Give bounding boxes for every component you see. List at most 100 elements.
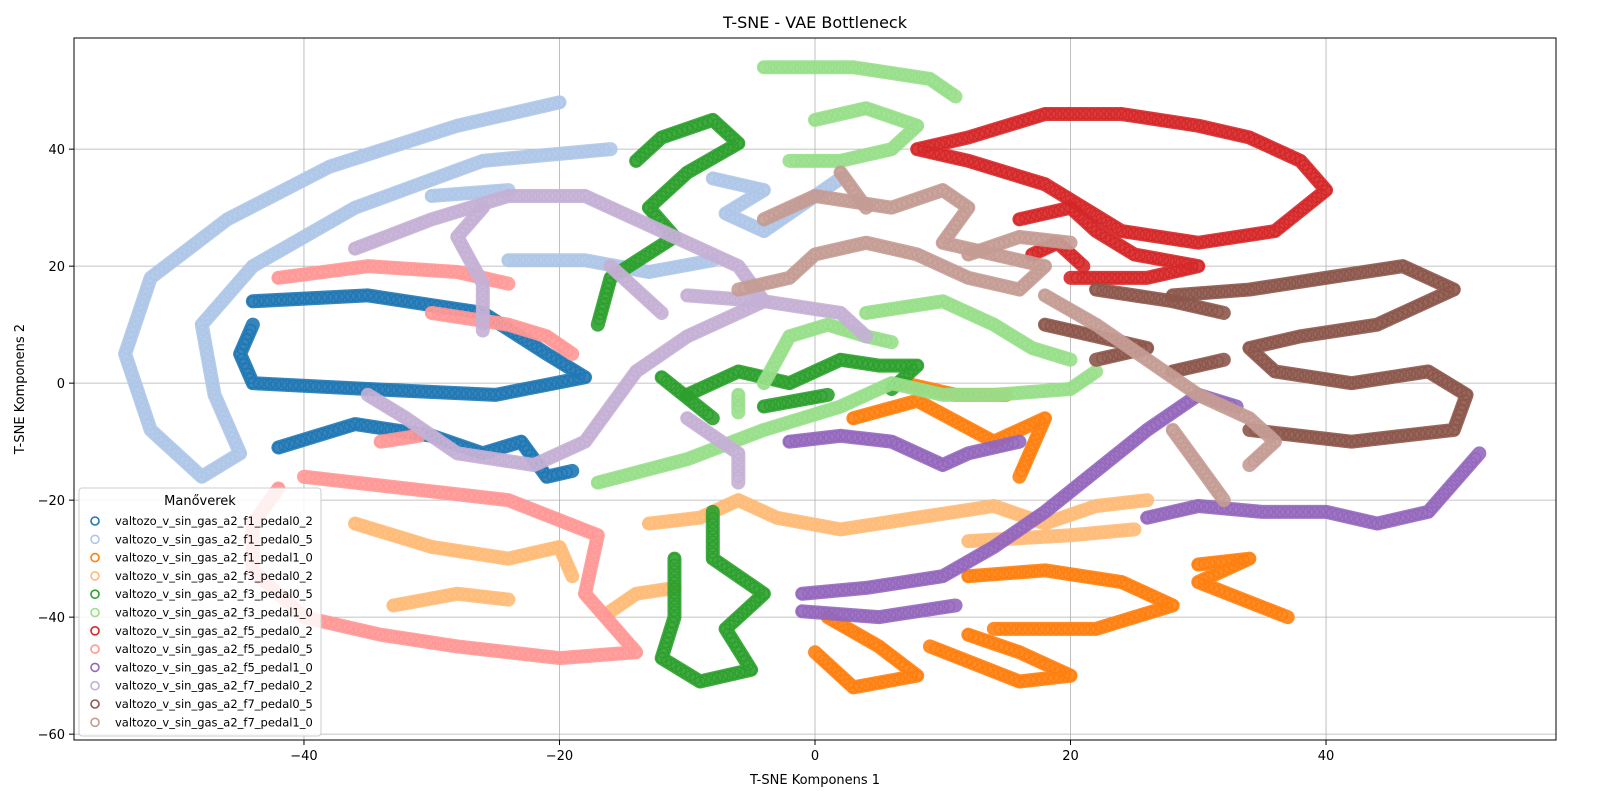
data-point (462, 117, 475, 129)
data-point (1209, 123, 1222, 136)
data-point (502, 254, 515, 266)
data-point (519, 104, 532, 116)
data-point (1115, 108, 1128, 120)
data-point (1058, 383, 1071, 396)
data-point (329, 159, 341, 171)
data-point (942, 238, 955, 250)
data-point (426, 213, 438, 226)
data-point (199, 336, 211, 348)
data-point (437, 309, 450, 321)
data-point (300, 268, 313, 280)
data-point (496, 318, 509, 330)
data-point (553, 652, 566, 664)
data-point (872, 580, 884, 592)
data-point (958, 504, 971, 517)
data-point (1399, 511, 1412, 523)
data-point (1212, 567, 1225, 579)
data-point (366, 195, 378, 208)
data-point (827, 192, 839, 205)
data-point (1090, 283, 1102, 296)
data-point (1223, 403, 1235, 415)
data-point (514, 190, 526, 202)
data-point (135, 299, 148, 311)
data-point (350, 290, 362, 302)
data-point (913, 299, 925, 311)
data-point (529, 381, 541, 393)
data-point (865, 678, 877, 690)
data-point (133, 304, 146, 317)
data-point (666, 262, 678, 274)
data-point (1127, 227, 1140, 239)
data-point (957, 450, 969, 462)
data-point (561, 190, 573, 202)
data-point (691, 119, 704, 131)
data-point (666, 128, 678, 140)
data-point (832, 243, 844, 256)
data-point (455, 545, 467, 558)
data-point (878, 304, 890, 316)
data-point (393, 226, 405, 238)
data-point (1214, 490, 1227, 502)
data-point (508, 647, 520, 659)
data-point (272, 272, 285, 284)
data-point (802, 606, 814, 618)
data-point (707, 248, 719, 261)
data-point (1308, 274, 1320, 286)
data-point (1073, 326, 1085, 339)
data-point (275, 378, 288, 391)
data-point (283, 270, 296, 283)
data-point (1325, 507, 1338, 519)
data-point (926, 255, 939, 268)
data-point (681, 453, 693, 465)
data-point (1141, 512, 1153, 524)
data-point (588, 547, 600, 559)
data-point (863, 408, 875, 420)
data-point (555, 190, 568, 202)
data-point (965, 389, 977, 401)
data-point (443, 387, 455, 399)
y-tick-label: −40 (38, 611, 65, 626)
data-point (1064, 669, 1077, 682)
data-point (325, 617, 337, 630)
data-point (897, 380, 909, 392)
x-tick-label: 40 (1318, 749, 1335, 764)
data-point (947, 300, 959, 312)
data-point (925, 297, 937, 309)
data-point (298, 380, 311, 392)
legend-marker (90, 607, 100, 618)
data-point (1311, 432, 1324, 444)
data-point (1136, 585, 1148, 598)
data-point (843, 106, 855, 118)
data-point (772, 274, 784, 287)
data-point (920, 604, 932, 616)
data-point (1229, 590, 1241, 603)
legend: Manőverek valtozo_v_sin_gas_a2_f1_pedal0… (78, 487, 322, 737)
data-point (447, 206, 460, 219)
data-point (1251, 228, 1263, 240)
legend-marker (90, 516, 100, 526)
data-point (1109, 575, 1122, 587)
data-point (877, 66, 889, 78)
data-point (1349, 267, 1362, 280)
data-point (870, 677, 883, 689)
data-point (1385, 431, 1398, 443)
data-point (1283, 428, 1295, 441)
data-point (1044, 660, 1056, 672)
data-point (549, 254, 562, 266)
data-point (911, 447, 923, 459)
data-point (847, 412, 859, 424)
data-point (1262, 506, 1274, 518)
data-point (755, 278, 767, 291)
data-point (1025, 211, 1037, 223)
data-point (322, 426, 334, 439)
data-point (947, 265, 959, 277)
data-point (455, 187, 467, 200)
data-point (1100, 272, 1112, 284)
data-point (837, 584, 849, 596)
data-point (668, 588, 681, 600)
data-point (853, 680, 865, 692)
data-point (433, 265, 446, 277)
data-point (1139, 608, 1152, 620)
data-point (1300, 430, 1312, 443)
data-point (1082, 272, 1094, 284)
